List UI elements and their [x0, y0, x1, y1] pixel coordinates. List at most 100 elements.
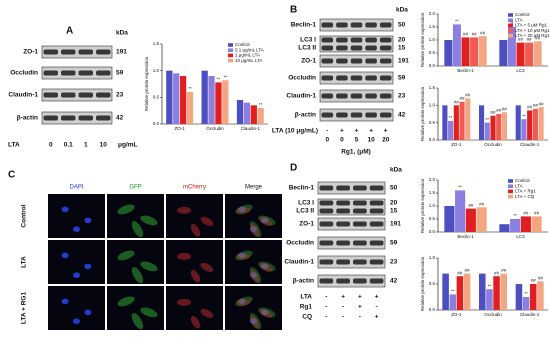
- micro-image: [107, 194, 164, 238]
- band: [96, 115, 111, 121]
- band: [350, 22, 363, 28]
- band: [353, 278, 367, 284]
- significance-label: ##: [518, 37, 524, 42]
- mcherry-signal: [249, 315, 260, 329]
- y-tick-label: 1.0: [429, 255, 436, 260]
- nucleus: [61, 298, 69, 305]
- gfp-signal: [258, 261, 276, 272]
- bar: [525, 42, 534, 66]
- x-tick-label: Claudin-1: [520, 142, 540, 147]
- bar: [250, 105, 257, 124]
- mcherry-signal: [259, 216, 273, 227]
- nucleus: [238, 206, 246, 213]
- y-tick-label: 2.0: [429, 177, 436, 182]
- micro-image: [166, 286, 223, 330]
- lane-label: 0: [325, 137, 329, 144]
- band: [353, 221, 367, 227]
- x-tick-label: ZO-1: [175, 126, 186, 131]
- significance-label: ##: [472, 32, 478, 37]
- band: [350, 93, 363, 99]
- blot-name: LC3 II: [298, 45, 316, 52]
- gfp-signal: [249, 221, 262, 238]
- legend-label: Control: [515, 12, 530, 17]
- lane-label: -: [325, 294, 327, 301]
- lane-unit: μg/mL: [118, 142, 138, 149]
- bar: [478, 36, 487, 66]
- blot-strip: [317, 198, 386, 216]
- nucleus: [73, 226, 80, 232]
- band: [353, 208, 367, 214]
- nucleus: [61, 206, 69, 213]
- nucleus: [250, 318, 257, 325]
- bar: [499, 224, 510, 232]
- x-tick-label: Occludin: [484, 312, 502, 317]
- significance-label: ##: [539, 101, 545, 106]
- bar: [201, 70, 208, 124]
- bar: [515, 284, 523, 310]
- lane-label: 0.1: [64, 142, 73, 149]
- blot-name: Occludin: [286, 240, 314, 247]
- kda-header: kDa: [390, 167, 402, 174]
- mcherry-signal: [190, 223, 201, 237]
- legend-swatch: [228, 53, 233, 58]
- blot-name: β-actin: [293, 278, 314, 285]
- bar: [453, 105, 459, 140]
- bar: [493, 276, 500, 310]
- band: [61, 70, 76, 76]
- x-tick-label: Occludin: [206, 126, 224, 131]
- row-label: Control: [21, 204, 28, 227]
- mcherry-signal: [236, 252, 251, 260]
- y-tick-label: 0.0: [153, 121, 160, 126]
- kda: 20: [398, 37, 406, 44]
- bar: [179, 76, 187, 124]
- significance-label: **: [458, 185, 462, 190]
- lane-caption: Rg1, (μM): [341, 149, 371, 156]
- lane-label: 5: [355, 137, 359, 144]
- bar: [243, 102, 251, 124]
- y-tick-label: 0.0: [429, 63, 436, 68]
- significance-label: ##: [460, 96, 466, 101]
- band: [321, 37, 334, 43]
- row-label: LTA + RG1: [21, 292, 28, 325]
- bar: [442, 105, 448, 140]
- nucleus: [238, 298, 246, 305]
- significance-label: ##: [457, 270, 463, 275]
- band: [336, 200, 350, 206]
- bar: [452, 24, 461, 66]
- significance-label: **: [449, 115, 453, 120]
- legend-swatch: [508, 194, 513, 199]
- y-tick-label: 1.0: [429, 103, 436, 108]
- kda: 191: [390, 221, 401, 228]
- band: [369, 259, 384, 265]
- band: [369, 185, 384, 191]
- panel-label: D: [290, 163, 297, 174]
- bar: [496, 114, 502, 140]
- nucleus: [61, 252, 69, 259]
- micro-image: [107, 286, 164, 330]
- legend-swatch: [228, 48, 233, 52]
- legend-label: LTA + 20 μM Rg1: [515, 33, 550, 38]
- y-tick-label: 0.0: [429, 137, 436, 142]
- blot-strip: [41, 66, 113, 80]
- kda: 15: [398, 45, 406, 52]
- y-axis-label: Relative protein expression: [144, 56, 149, 111]
- significance-label: **: [451, 289, 455, 294]
- lane-label: 10: [100, 142, 108, 149]
- band: [319, 200, 334, 206]
- band: [319, 221, 334, 227]
- y-tick-label: 0.5: [429, 281, 436, 286]
- bar: [529, 284, 537, 310]
- bar: [444, 206, 455, 232]
- band: [379, 112, 392, 118]
- bar: [173, 73, 180, 124]
- significance-label: ##: [534, 211, 540, 216]
- legend-swatch: [508, 28, 513, 33]
- bar: [166, 70, 173, 124]
- legend-label: LTA + CQ: [515, 194, 535, 199]
- panel-label: B: [290, 5, 297, 16]
- gfp-signal: [140, 215, 158, 226]
- bar: [510, 219, 521, 232]
- kda: 23: [116, 92, 124, 99]
- legend-label: 0.1 μg/mL LTA: [235, 47, 264, 52]
- gfp-signal: [117, 250, 135, 261]
